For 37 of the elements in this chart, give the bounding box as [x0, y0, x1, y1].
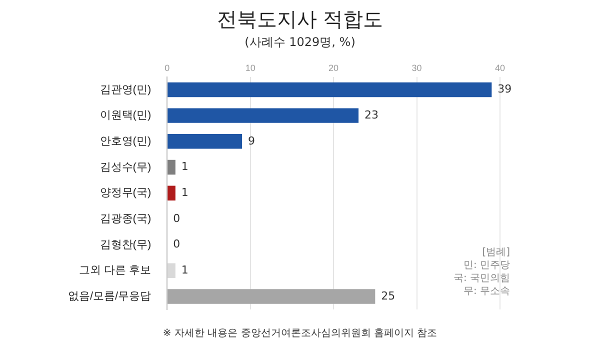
y-tick-label: 김성수(무)	[100, 161, 152, 174]
bar	[168, 108, 359, 123]
data-label: 23	[364, 108, 379, 122]
bar	[168, 289, 376, 304]
annotation: 무: 무소속	[462, 285, 510, 298]
bar	[168, 160, 176, 175]
x-tick-label: 0	[164, 62, 170, 73]
data-label: 1	[181, 263, 188, 276]
bar	[168, 82, 492, 98]
data-label: 1	[181, 186, 188, 199]
data-label: 1	[181, 160, 188, 174]
chart-subtitle: (사례수 1029명, %)	[244, 34, 356, 51]
bar	[168, 186, 176, 200]
annotation: 민: 민주당	[462, 259, 510, 272]
data-label: 25	[381, 289, 396, 302]
data-label: 9	[248, 134, 256, 148]
y-tick-label: 그외 다른 후보	[78, 264, 152, 277]
y-tick-label: 김형찬(무)	[100, 238, 152, 251]
x-tick-label: 20	[328, 62, 339, 73]
chart-title: 전북도지사 적합도	[216, 6, 384, 33]
bar	[168, 263, 176, 278]
x-tick-label: 40	[494, 62, 506, 73]
data-label: 39	[498, 82, 512, 96]
y-tick-label: 이원택(민)	[100, 110, 152, 122]
annotation: 국: 국민의힘	[452, 272, 510, 285]
text: ※ 자세한 내용은 중앙선거여론조사심의위원회 홈페이지 참조	[162, 327, 438, 340]
bar	[168, 134, 242, 149]
y-tick-label: 없음/모름/무응답	[68, 290, 152, 303]
y-tick-label: 양정무(국)	[100, 187, 152, 200]
data-label: 0	[173, 238, 180, 251]
x-tick-label: 30	[412, 62, 422, 73]
data-label: 0	[173, 212, 180, 225]
x-tick-label: 10	[245, 62, 256, 73]
annotation: [범례]	[481, 246, 510, 259]
y-tick-label: 김관영(민)	[100, 84, 152, 96]
y-tick-label: 김광종(국)	[100, 212, 152, 225]
y-tick-label: 안호영(민)	[100, 135, 152, 148]
